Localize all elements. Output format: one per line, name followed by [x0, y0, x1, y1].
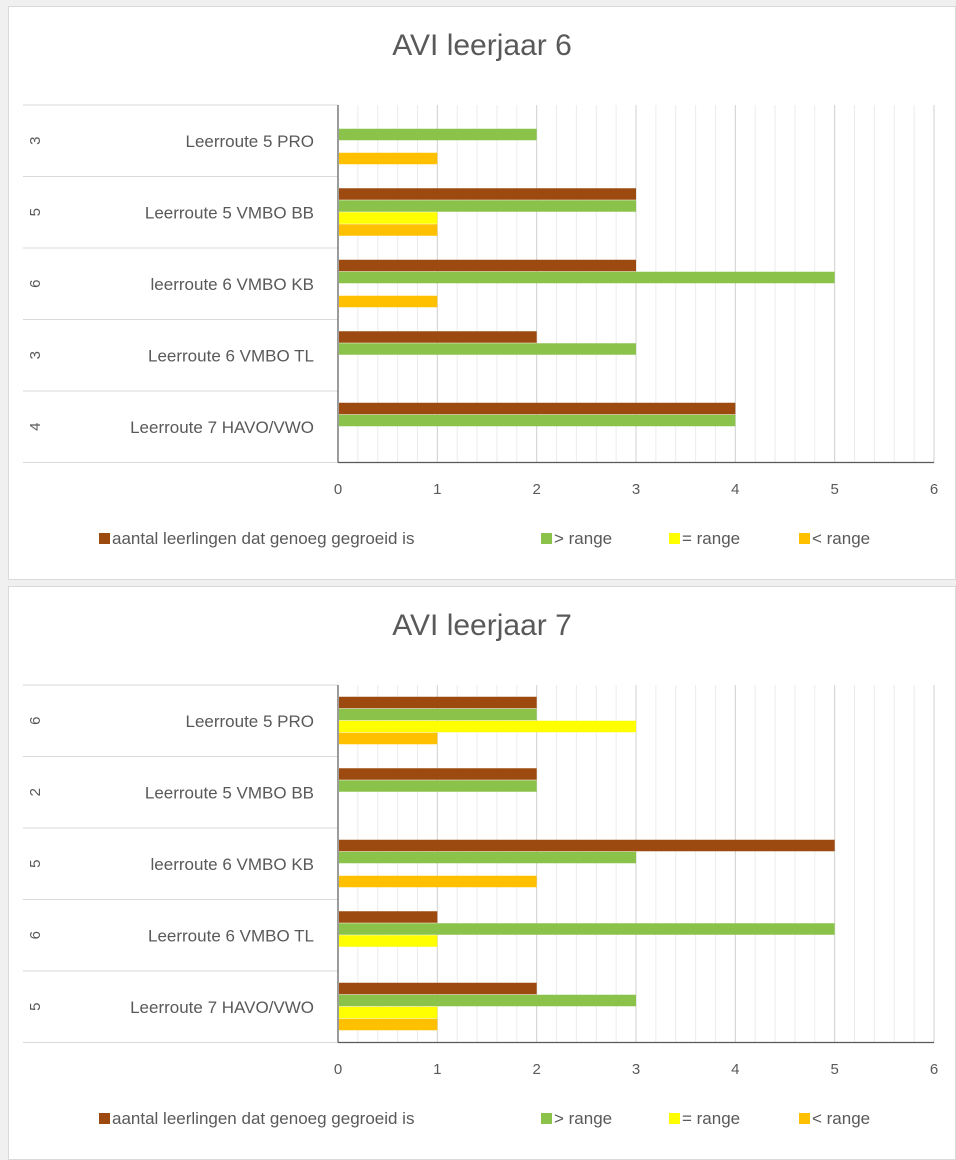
category-label-leerroute-5-pro: Leerroute 5 PRO — [185, 712, 314, 731]
bar-aantal-leerlingen-dat-genoeg-gegroeid-is-leerroute-5-vmbo-bb — [339, 768, 537, 780]
x-tick-label: 6 — [930, 481, 938, 498]
bar-range-leerroute-7-havo-vwo — [339, 414, 736, 427]
chart-panel-avi-6: AVI leerjaar 6 0 1 2 3 4 5 6 3 Leerroute 5 PRO 5 L… — [8, 6, 956, 580]
outer-category-label: 2 — [27, 788, 44, 796]
legend-swatch — [799, 533, 810, 544]
bar-range-leerroute-6-vmbo-kb — [339, 875, 537, 888]
bar-aantal-leerlingen-dat-genoeg-gegroeid-is-leerroute-6-vmbo-tl — [339, 911, 438, 923]
chart-plot-avi-7: 0 1 2 3 4 5 6 6 Leerroute 5 PRO 2 Leerroute 5 VMBO… — [23, 684, 938, 1128]
x-tick-label: 6 — [930, 1061, 938, 1078]
x-tick-label: 1 — [433, 481, 441, 498]
x-tick-label: 0 — [334, 481, 342, 498]
legend-swatch — [541, 533, 552, 544]
outer-category-label: 6 — [27, 280, 44, 288]
x-tick-label: 4 — [731, 1061, 739, 1078]
chart-title: AVI leerjaar 6 — [392, 29, 572, 62]
bar-range-leerroute-5-vmbo-bb — [339, 780, 537, 792]
bar-range-leerroute-6-vmbo-kb — [339, 271, 835, 284]
category-label-leerroute-7-havo-vwo: Leerroute 7 HAVO/VWO — [130, 998, 314, 1017]
legend-swatch — [799, 1113, 810, 1124]
chart-title: AVI leerjaar 7 — [392, 609, 572, 642]
bar-aantal-leerlingen-dat-genoeg-gegroeid-is-leerroute-7-havo-vwo — [339, 982, 537, 995]
chart-panel-avi-7: AVI leerjaar 7 0 1 2 3 4 5 6 6 Leerroute 5 PRO 2 L… — [8, 586, 956, 1160]
outer-category-label: 4 — [27, 423, 44, 431]
bar-range-leerroute-6-vmbo-tl — [339, 923, 835, 935]
bar-range-leerroute-6-vmbo-kb — [339, 295, 438, 308]
bar-aantal-leerlingen-dat-genoeg-gegroeid-is-leerroute-6-vmbo-kb — [339, 259, 636, 272]
outer-category-label: 3 — [27, 351, 44, 359]
category-label-leerroute-7-havo-vwo: Leerroute 7 HAVO/VWO — [130, 418, 314, 437]
bar-range-leerroute-5-pro — [339, 732, 438, 745]
legend-label-aantal-leerlingen-dat-genoeg-gegroeid-is: aantal leerlingen dat genoeg gegroeid is — [112, 1109, 414, 1128]
x-tick-label: 2 — [532, 481, 540, 498]
bar-aantal-leerlingen-dat-genoeg-gegroeid-is-leerroute-6-vmbo-kb — [339, 839, 835, 852]
legend-label-range: = range — [682, 529, 740, 548]
category-label-leerroute-5-vmbo-bb: Leerroute 5 VMBO BB — [145, 203, 314, 222]
legend-label-range: < range — [812, 1109, 870, 1128]
category-label-leerroute-6-vmbo-kb: leerroute 6 VMBO KB — [151, 855, 314, 874]
x-tick-label: 1 — [433, 1061, 441, 1078]
category-label-leerroute-6-vmbo-tl: Leerroute 6 VMBO TL — [148, 926, 314, 945]
bar-range-leerroute-7-havo-vwo — [339, 1018, 438, 1031]
outer-category-label: 6 — [27, 931, 44, 939]
bar-aantal-leerlingen-dat-genoeg-gegroeid-is-leerroute-5-pro — [339, 696, 537, 709]
bar-range-leerroute-6-vmbo-tl — [339, 343, 636, 355]
legend-swatch — [669, 533, 680, 544]
outer-category-label: 5 — [27, 208, 44, 216]
bar-range-leerroute-5-pro — [339, 128, 537, 141]
bar-aantal-leerlingen-dat-genoeg-gegroeid-is-leerroute-6-vmbo-tl — [339, 331, 537, 343]
x-tick-label: 4 — [731, 481, 739, 498]
legend-label-range: > range — [554, 1109, 612, 1128]
bar-range-leerroute-5-vmbo-bb — [339, 212, 438, 224]
outer-category-label: 5 — [27, 1003, 44, 1011]
bar-range-leerroute-5-vmbo-bb — [339, 224, 438, 236]
outer-category-label: 6 — [27, 717, 44, 725]
chart-plot-avi-6: 0 1 2 3 4 5 6 3 Leerroute 5 PRO 5 Leerroute 5 VMBO… — [23, 104, 938, 548]
x-tick-label: 5 — [830, 1061, 838, 1078]
outer-category-label: 3 — [27, 137, 44, 145]
x-tick-label: 3 — [632, 481, 640, 498]
legend-swatch — [541, 1113, 552, 1124]
bar-range-leerroute-7-havo-vwo — [339, 1006, 438, 1019]
legend-swatch — [669, 1113, 680, 1124]
bar-range-leerroute-6-vmbo-tl — [339, 935, 438, 947]
x-tick-label: 0 — [334, 1061, 342, 1078]
bar-range-leerroute-5-vmbo-bb — [339, 200, 636, 212]
category-label-leerroute-5-vmbo-bb: Leerroute 5 VMBO BB — [145, 783, 314, 802]
legend-label-range: = range — [682, 1109, 740, 1128]
bar-range-leerroute-5-pro — [339, 708, 537, 721]
category-label-leerroute-6-vmbo-tl: Leerroute 6 VMBO TL — [148, 346, 314, 365]
bar-aantal-leerlingen-dat-genoeg-gegroeid-is-leerroute-7-havo-vwo — [339, 402, 736, 415]
bar-range-leerroute-7-havo-vwo — [339, 994, 636, 1007]
legend-swatch — [99, 533, 110, 544]
bar-range-leerroute-6-vmbo-kb — [339, 851, 636, 864]
x-tick-label: 2 — [532, 1061, 540, 1078]
category-label-leerroute-6-vmbo-kb: leerroute 6 VMBO KB — [151, 275, 314, 294]
x-tick-label: 3 — [632, 1061, 640, 1078]
legend-label-range: > range — [554, 529, 612, 548]
legend-label-range: < range — [812, 529, 870, 548]
legend-swatch — [99, 1113, 110, 1124]
bar-aantal-leerlingen-dat-genoeg-gegroeid-is-leerroute-5-vmbo-bb — [339, 188, 636, 200]
category-label-leerroute-5-pro: Leerroute 5 PRO — [185, 132, 314, 151]
x-tick-label: 5 — [830, 481, 838, 498]
outer-category-label: 5 — [27, 860, 44, 868]
bar-range-leerroute-5-pro — [339, 720, 636, 733]
legend-label-aantal-leerlingen-dat-genoeg-gegroeid-is: aantal leerlingen dat genoeg gegroeid is — [112, 529, 414, 548]
bar-range-leerroute-5-pro — [339, 152, 438, 165]
